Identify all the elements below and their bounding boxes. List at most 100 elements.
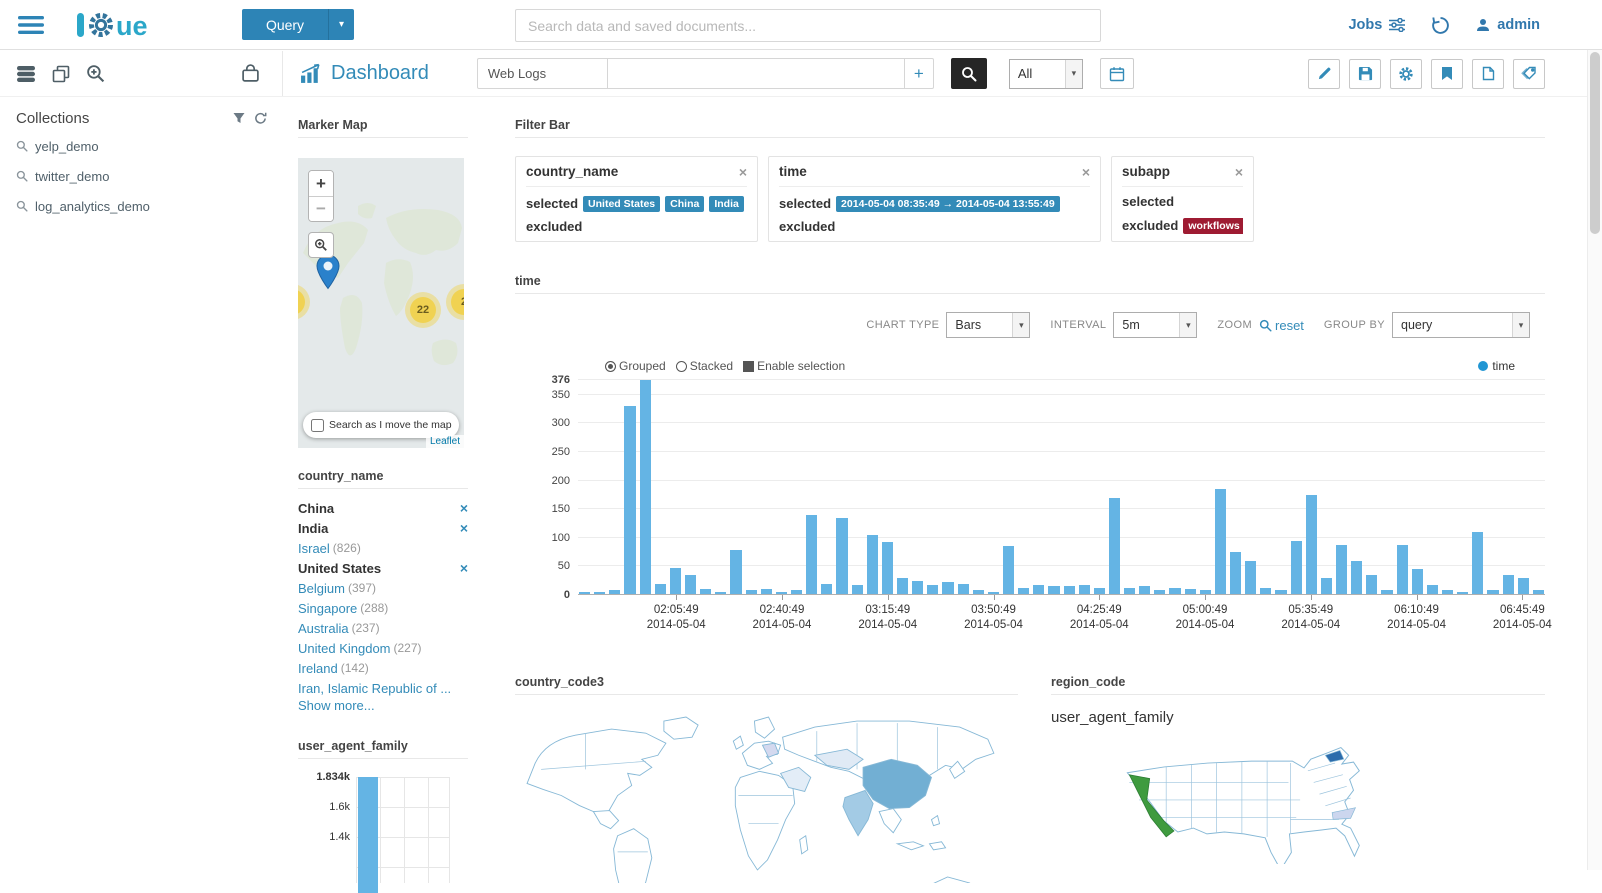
facet-item[interactable]: Iran, Islamic Republic of ...: [298, 678, 468, 698]
chart-bar[interactable]: [1532, 590, 1544, 595]
chart-bar[interactable]: [942, 582, 954, 595]
copy-icon[interactable]: [52, 65, 70, 83]
chart-bar[interactable]: [1487, 590, 1499, 595]
gear-icon[interactable]: [1390, 58, 1422, 89]
chart-bar[interactable]: [1381, 590, 1393, 595]
scrollbar-track[interactable]: [1587, 50, 1602, 870]
enable-selection-label[interactable]: Enable selection: [757, 359, 846, 373]
facet-remove-icon[interactable]: ×: [459, 500, 468, 516]
filter-funnel-icon[interactable]: [233, 112, 245, 125]
refresh-icon[interactable]: [254, 112, 267, 125]
chart-bar[interactable]: [1002, 546, 1015, 595]
marker-map[interactable]: + − 22 2 5 Search as I move the map Leaf…: [298, 158, 464, 448]
dashboard-description-input[interactable]: [606, 58, 905, 89]
facet-label[interactable]: Singapore: [298, 600, 358, 616]
chart-bar[interactable]: [1275, 590, 1287, 595]
facet-item[interactable]: United Kingdom (227): [298, 638, 468, 658]
chart-bar[interactable]: [806, 514, 818, 595]
us-choropleth-map[interactable]: [1106, 732, 1436, 864]
facet-item[interactable]: Israel (826): [298, 538, 468, 558]
chart-bar[interactable]: [1245, 560, 1257, 595]
chart-bar[interactable]: [1093, 588, 1105, 595]
map-cluster-marker[interactable]: 22: [405, 292, 441, 328]
chart-bar[interactable]: [1139, 586, 1151, 595]
zoom-reset-link[interactable]: reset: [1259, 318, 1304, 333]
zoom-in-icon[interactable]: [86, 64, 105, 83]
close-icon[interactable]: ×: [738, 163, 747, 180]
map-cluster-marker[interactable]: 5: [298, 284, 310, 320]
chart-bar[interactable]: [866, 534, 878, 595]
chart-bar[interactable]: [1063, 586, 1075, 595]
chart-bar[interactable]: [639, 380, 651, 595]
chart-bar[interactable]: [1396, 544, 1408, 595]
chart-bar[interactable]: [594, 592, 606, 595]
facet-label[interactable]: Iran, Islamic Republic of ...: [298, 680, 452, 696]
chart-bar[interactable]: [669, 567, 681, 595]
chart-bar[interactable]: [1154, 590, 1166, 595]
chart-bar[interactable]: [775, 592, 787, 595]
chart-bar[interactable]: [821, 583, 833, 595]
world-choropleth-map[interactable]: [515, 711, 1018, 883]
chart-bar[interactable]: [1442, 590, 1454, 595]
facet-item[interactable]: China ×: [298, 498, 468, 518]
chart-bar[interactable]: [851, 584, 863, 595]
query-button[interactable]: Query: [242, 9, 328, 40]
grouped-label[interactable]: Grouped: [619, 359, 666, 373]
chart-bar[interactable]: [700, 589, 712, 595]
tags-button[interactable]: [1513, 58, 1545, 89]
series-legend[interactable]: time: [1478, 359, 1515, 373]
facet-label[interactable]: Israel: [298, 540, 330, 556]
facet-label[interactable]: Australia: [298, 620, 349, 636]
search-button[interactable]: [950, 58, 987, 89]
filter-badge[interactable]: India: [709, 196, 744, 212]
jobs-link[interactable]: Jobs: [1348, 17, 1406, 33]
chart-bar[interactable]: [1048, 586, 1060, 595]
chart-bar[interactable]: [1351, 560, 1363, 595]
chart-bar[interactable]: [1078, 584, 1090, 595]
map-zoom-in-button[interactable]: +: [309, 171, 333, 196]
chart-bar[interactable]: [1230, 552, 1242, 595]
facet-remove-icon[interactable]: ×: [459, 520, 468, 536]
chart-bar[interactable]: [1472, 532, 1484, 595]
filter-badge[interactable]: China: [665, 196, 705, 212]
query-dropdown-caret[interactable]: ▾: [328, 9, 354, 40]
chart-bar[interactable]: [912, 580, 924, 595]
chart-bar[interactable]: [1108, 497, 1121, 595]
chart-bar[interactable]: [1502, 575, 1514, 595]
stacked-label[interactable]: Stacked: [689, 359, 734, 373]
chart-bar[interactable]: [1320, 577, 1333, 595]
grouped-radio[interactable]: [605, 360, 616, 372]
chart-bar[interactable]: [1169, 588, 1181, 595]
hamburger-menu-button[interactable]: [18, 15, 44, 35]
file-button[interactable]: [1472, 58, 1504, 89]
leaflet-attribution[interactable]: Leaflet: [425, 435, 464, 448]
map-zoom-out-button[interactable]: −: [309, 196, 333, 221]
chart-bar[interactable]: [609, 590, 621, 595]
global-search-input[interactable]: [515, 9, 1101, 42]
chart-bar[interactable]: [1124, 588, 1136, 595]
chart-bar[interactable]: [1260, 588, 1272, 595]
dashboard-name-input[interactable]: [476, 58, 608, 89]
chart-bar[interactable]: [881, 542, 893, 595]
chart-bar[interactable]: [1305, 494, 1317, 595]
edit-button[interactable]: [1308, 58, 1340, 89]
close-icon[interactable]: ×: [1234, 163, 1243, 180]
enable-selection-checkbox[interactable]: [743, 360, 755, 372]
chart-bar[interactable]: [1457, 592, 1469, 595]
add-widget-button[interactable]: +: [904, 58, 934, 89]
bookmark-button[interactable]: [1431, 58, 1463, 89]
chart-bar[interactable]: [715, 592, 727, 595]
facet-item[interactable]: Ireland (142): [298, 658, 468, 678]
filter-badge[interactable]: United States: [583, 196, 661, 212]
map-marker-pin[interactable]: [316, 254, 340, 290]
collection-item[interactable]: log_analytics_demo: [16, 195, 267, 217]
chart-bar[interactable]: [896, 577, 909, 595]
collection-item[interactable]: yelp_demo: [16, 135, 267, 157]
show-more-link[interactable]: Show more...: [298, 698, 375, 713]
chart-bar[interactable]: [790, 590, 803, 595]
chart-bar[interactable]: [1336, 544, 1348, 595]
interval-select[interactable]: 5m ▾: [1113, 312, 1198, 338]
map-zoom-search-button[interactable]: [308, 232, 334, 258]
stacked-radio[interactable]: [675, 360, 687, 372]
chart-bar[interactable]: [1517, 577, 1529, 595]
